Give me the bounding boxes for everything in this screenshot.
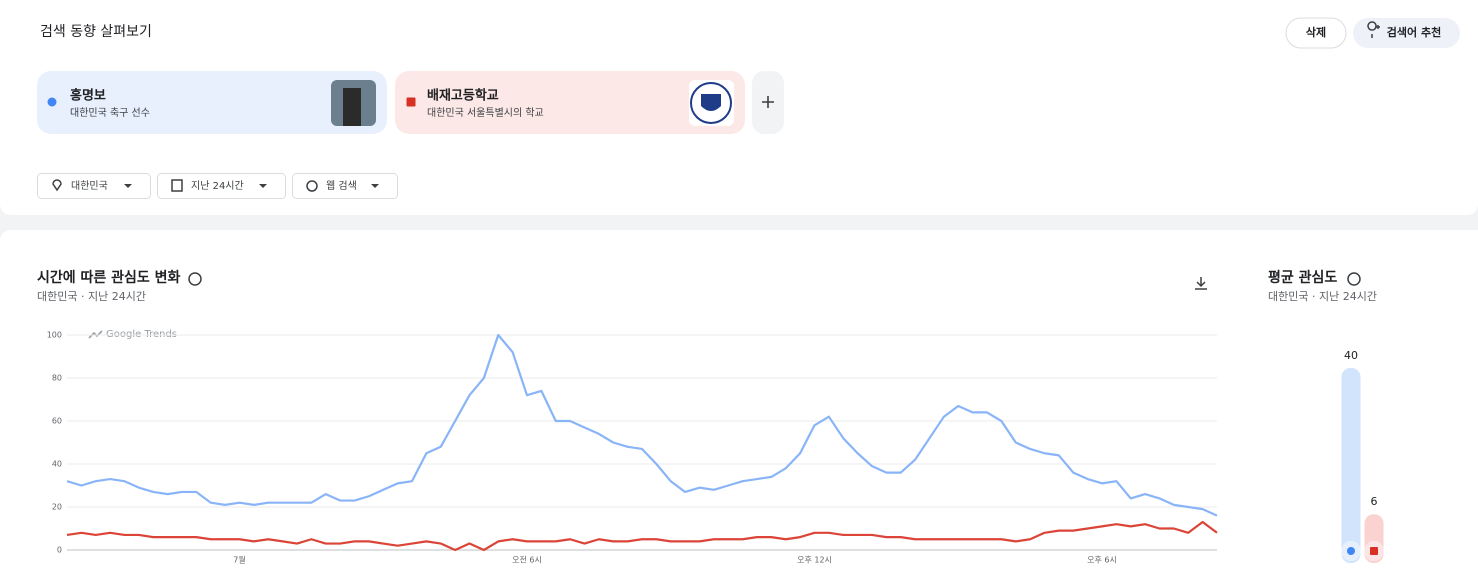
- average-bar: [1341, 368, 1361, 563]
- plus-icon: [762, 96, 774, 108]
- term-card[interactable]: 배재고등학교 대한민국 서울특별시의 학교: [395, 71, 745, 134]
- calendar-icon: [171, 179, 183, 192]
- term-image-figure: [343, 88, 361, 126]
- info-icon[interactable]: [188, 272, 202, 286]
- average-value: 40: [1344, 349, 1358, 362]
- term-marker: [47, 97, 57, 107]
- term-card[interactable]: 홍명보 대한민국 축구 선수: [37, 71, 387, 134]
- chart-subtitle: 대한민국 · 지난 24시간: [37, 290, 146, 303]
- filter-location[interactable]: 대한민국: [37, 173, 151, 199]
- term-marker: [406, 97, 416, 107]
- x-tick-label: 오후 6시: [1087, 556, 1117, 565]
- filter-property[interactable]: 웹 검색: [292, 173, 398, 199]
- add-term-button[interactable]: [752, 71, 784, 134]
- suggest-button[interactable]: 검색어 추천: [1353, 18, 1460, 48]
- download-icon[interactable]: [1195, 277, 1207, 290]
- filter-label: 대한민국: [71, 180, 108, 192]
- info-icon[interactable]: [1347, 272, 1361, 286]
- y-tick-label: 100: [47, 331, 62, 340]
- x-tick-label: 오후 12시: [797, 556, 832, 565]
- average-value: 6: [1371, 495, 1378, 508]
- suggest-label: 검색어 추천: [1387, 25, 1441, 39]
- average-marker: [1370, 547, 1378, 555]
- term-description: 대한민국 축구 선수: [70, 107, 150, 119]
- x-tick-label: 7월: [233, 555, 245, 565]
- term-description: 대한민국 서울특별시의 학교: [427, 107, 544, 119]
- suggest-icon: [1367, 21, 1380, 38]
- filter-period[interactable]: 지난 24시간: [157, 173, 286, 199]
- y-tick-label: 20: [52, 503, 62, 512]
- school-logo-shield: [701, 94, 721, 111]
- average-bar: [1364, 514, 1384, 563]
- caret: [124, 184, 132, 188]
- y-tick-label: 60: [52, 417, 62, 426]
- filter-label: 지난 24시간: [191, 180, 244, 192]
- chart-panel: [0, 230, 1478, 576]
- average-marker: [1347, 547, 1355, 555]
- y-tick-label: 0: [57, 546, 62, 555]
- caret: [371, 184, 379, 188]
- delete-label: 삭제: [1306, 25, 1326, 39]
- average-subtitle: 대한민국 · 지난 24시간: [1268, 290, 1377, 303]
- page-title: 검색 동향 살펴보기: [40, 24, 152, 40]
- y-tick-label: 40: [52, 460, 62, 469]
- trend-line: [66, 333, 1218, 517]
- average-title: 평균 관심도: [1268, 269, 1337, 286]
- chart-title: 시간에 따른 관심도 변화: [37, 269, 181, 286]
- delete-button[interactable]: 삭제: [1285, 17, 1347, 49]
- x-tick-label: 오전 6시: [512, 555, 542, 565]
- filter-label: 웹 검색: [326, 180, 357, 192]
- trend-line: [66, 520, 1218, 552]
- pin-icon: [52, 179, 62, 192]
- school-logo: [690, 82, 732, 124]
- globe-icon: [306, 180, 318, 192]
- caret: [259, 184, 267, 188]
- term-name: 홍명보: [70, 88, 106, 104]
- y-tick-label: 80: [52, 374, 62, 383]
- term-name: 배재고등학교: [427, 88, 499, 104]
